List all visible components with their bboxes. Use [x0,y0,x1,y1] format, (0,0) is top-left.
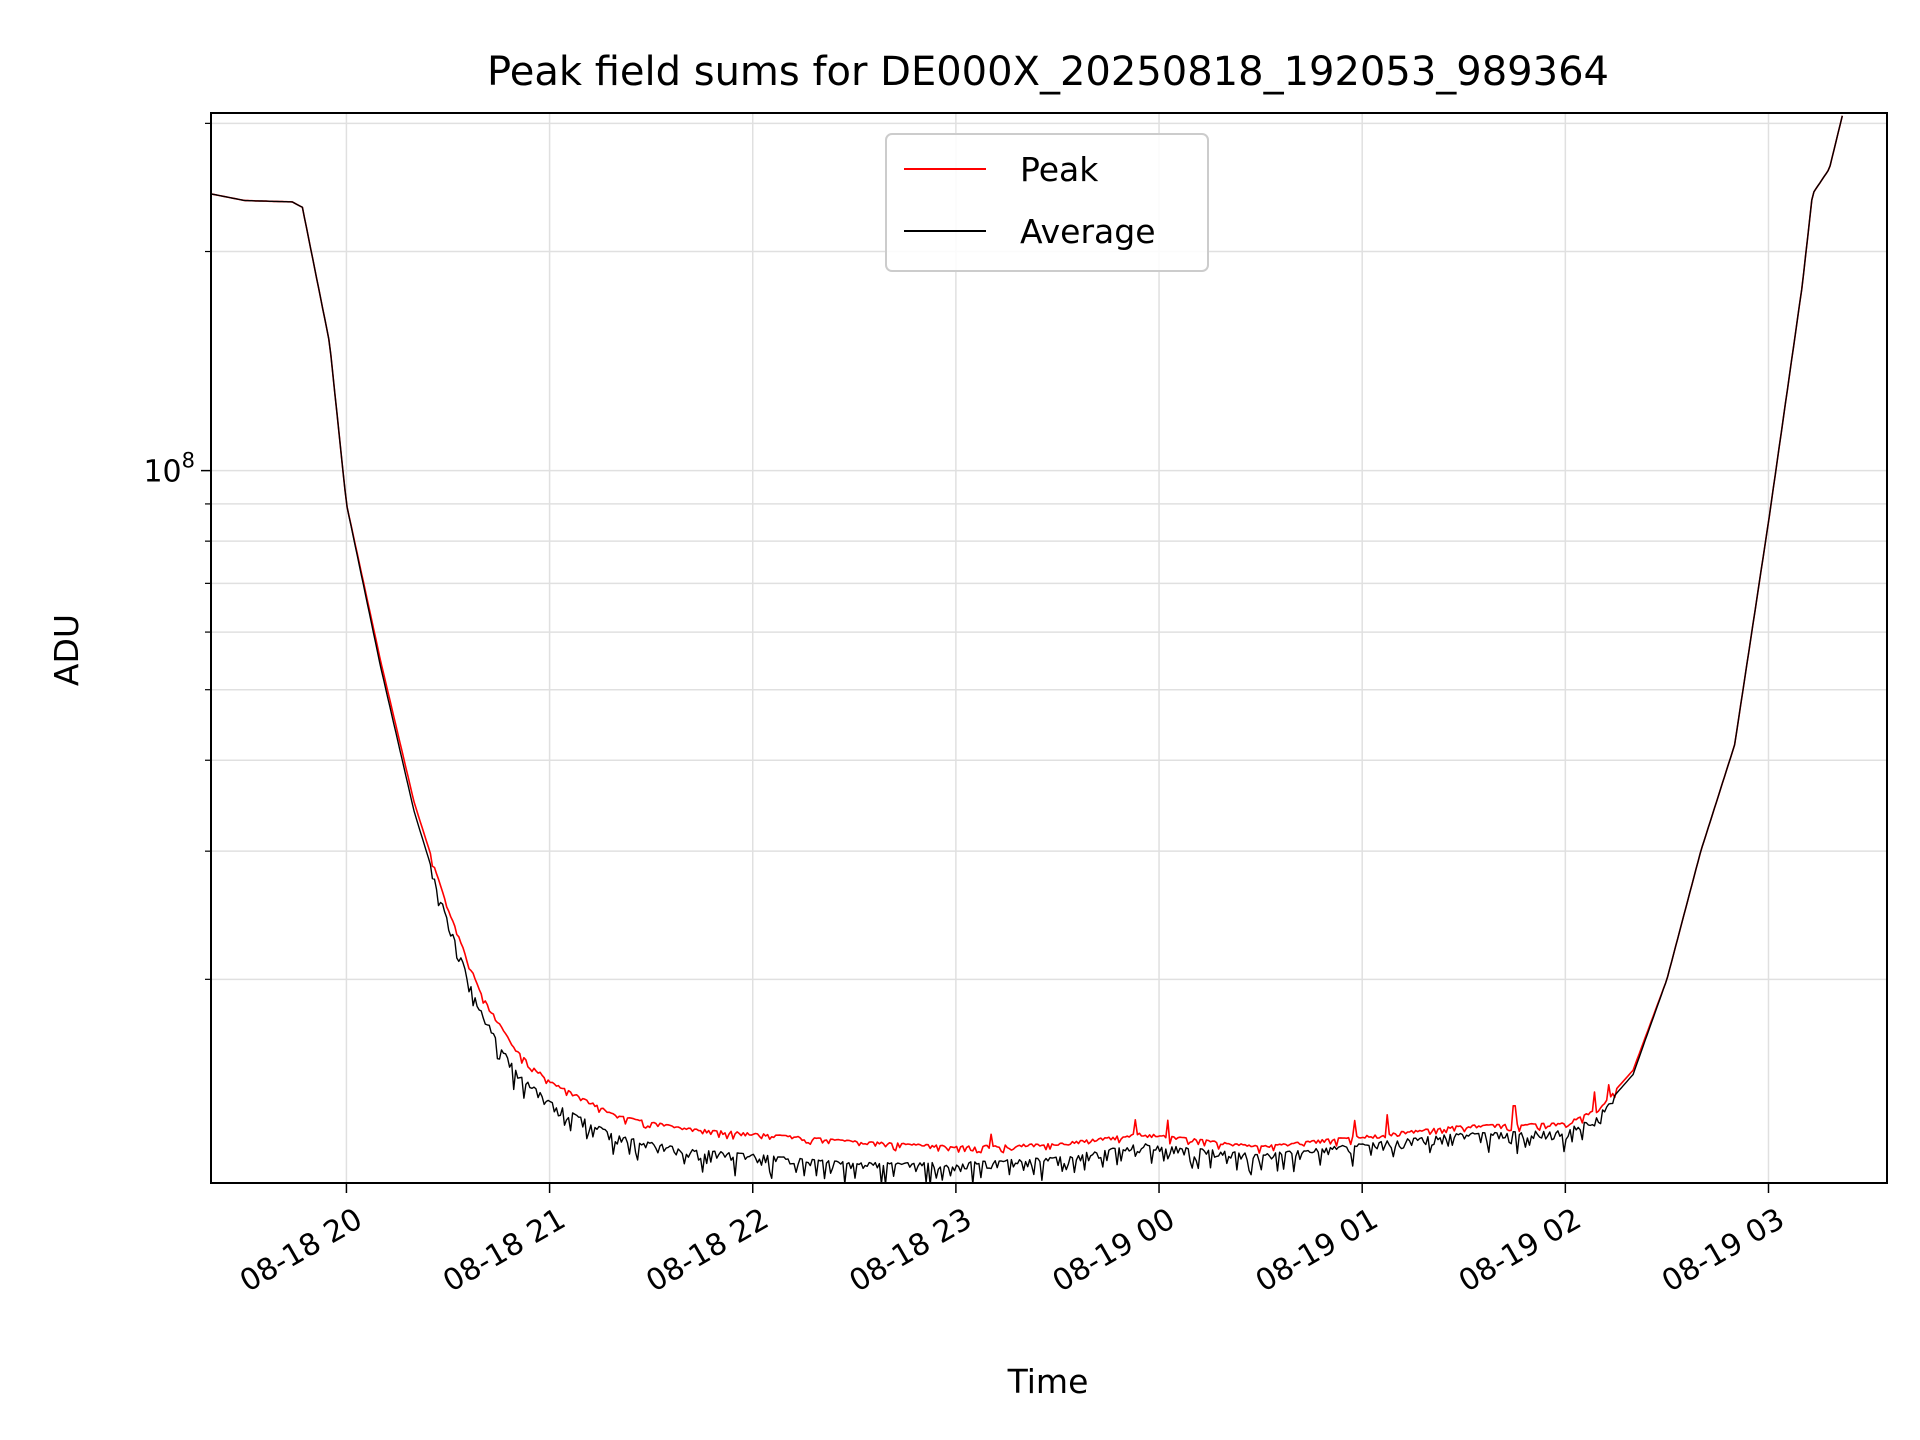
x-axis-label: Time [1007,1362,1089,1401]
y-axis-label: ADU [47,614,86,686]
series-line-peak [211,115,1844,1154]
series-line-average [211,115,1843,1183]
series-layer [211,115,1844,1183]
plot-frame [210,112,1888,1184]
legend-label-average: Average [1020,212,1156,251]
y-tick-label: 108 [143,449,195,490]
chart-title: Peak field sums for DE000X_20250818_1920… [487,49,1609,95]
grid [211,113,1887,1183]
legend-label-peak: Peak [1020,150,1099,189]
y-axis: 108 [143,122,211,980]
legend: Peak Average [885,133,1209,272]
